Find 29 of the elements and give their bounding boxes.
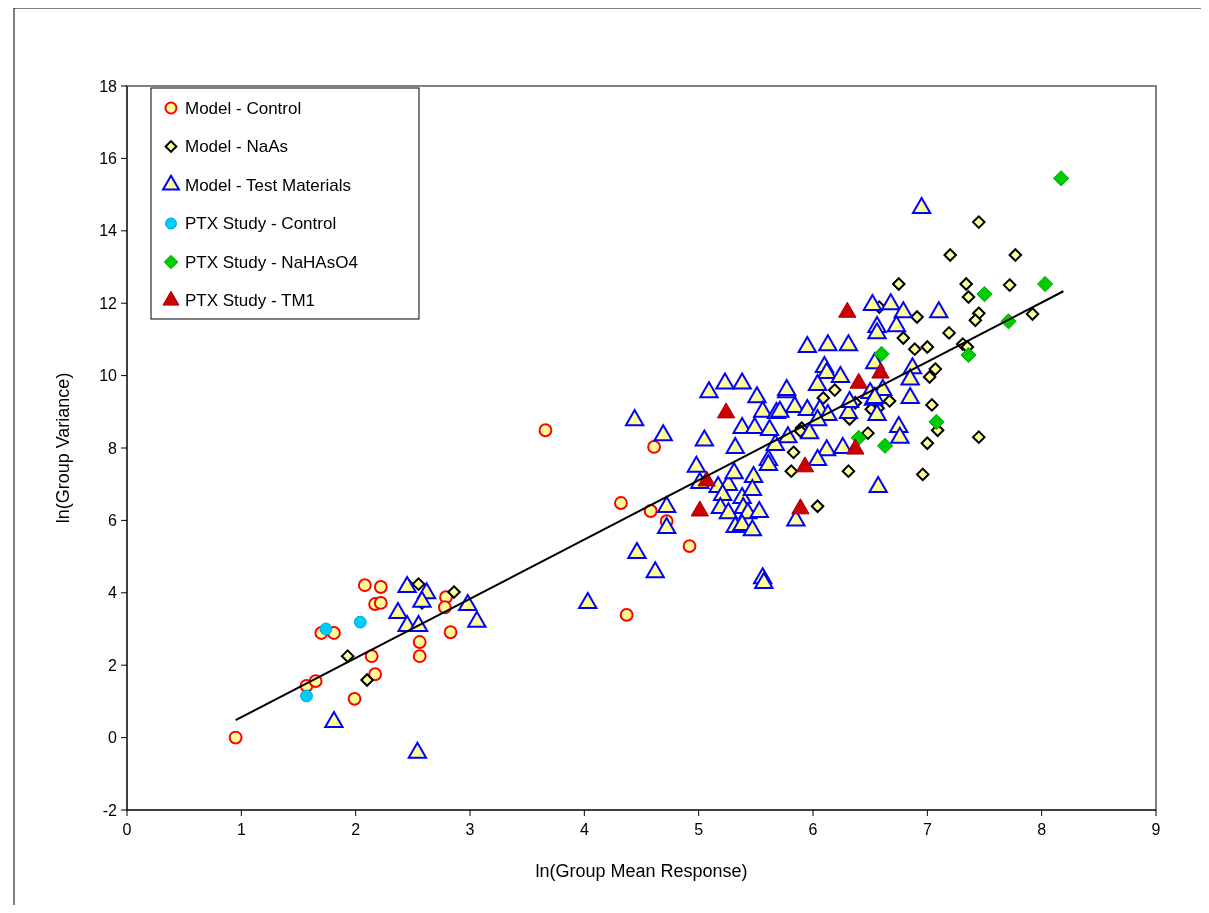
x-tick-label: 8 [1037, 821, 1047, 838]
x-tick-label: 9 [1151, 821, 1161, 838]
y-tick-label: 10 [99, 367, 118, 385]
y-tick-label: 12 [99, 294, 118, 312]
legend-label: Model - NaAs [185, 137, 288, 157]
x-tick-label: 6 [808, 821, 818, 838]
x-tick-label: 7 [922, 821, 932, 838]
y-tick-label: -2 [102, 801, 118, 819]
x-tick-label: 4 [579, 821, 589, 838]
y-tick-label: 14 [99, 222, 118, 240]
legend-label: PTX Study - NaHAsO4 [185, 252, 358, 272]
x-tick-label: 1 [236, 821, 246, 838]
y-tick-label: 16 [99, 150, 118, 167]
y-tick-label: 6 [108, 512, 118, 529]
y-tick-label: 8 [108, 439, 118, 457]
y-tick-label: 4 [108, 584, 118, 602]
y-tick-label: 18 [99, 77, 118, 95]
y-tick-label: 2 [108, 656, 118, 674]
x-tick-label: 5 [694, 821, 704, 838]
x-axis-title: ln(Group Mean Response) [535, 861, 748, 881]
y-tick-label: 0 [108, 729, 118, 747]
x-tick-label: 3 [465, 821, 475, 838]
x-tick-label: 2 [351, 821, 361, 838]
legend-label: PTX Study - Control [185, 214, 337, 234]
legend-label: Model - Control [185, 98, 302, 118]
legend-label: Model - Test Materials [185, 175, 351, 195]
x-tick-label: 0 [122, 821, 132, 838]
legend-label: PTX Study - TM1 [185, 291, 316, 311]
y-axis-title: ln(Group Variance) [53, 372, 73, 524]
